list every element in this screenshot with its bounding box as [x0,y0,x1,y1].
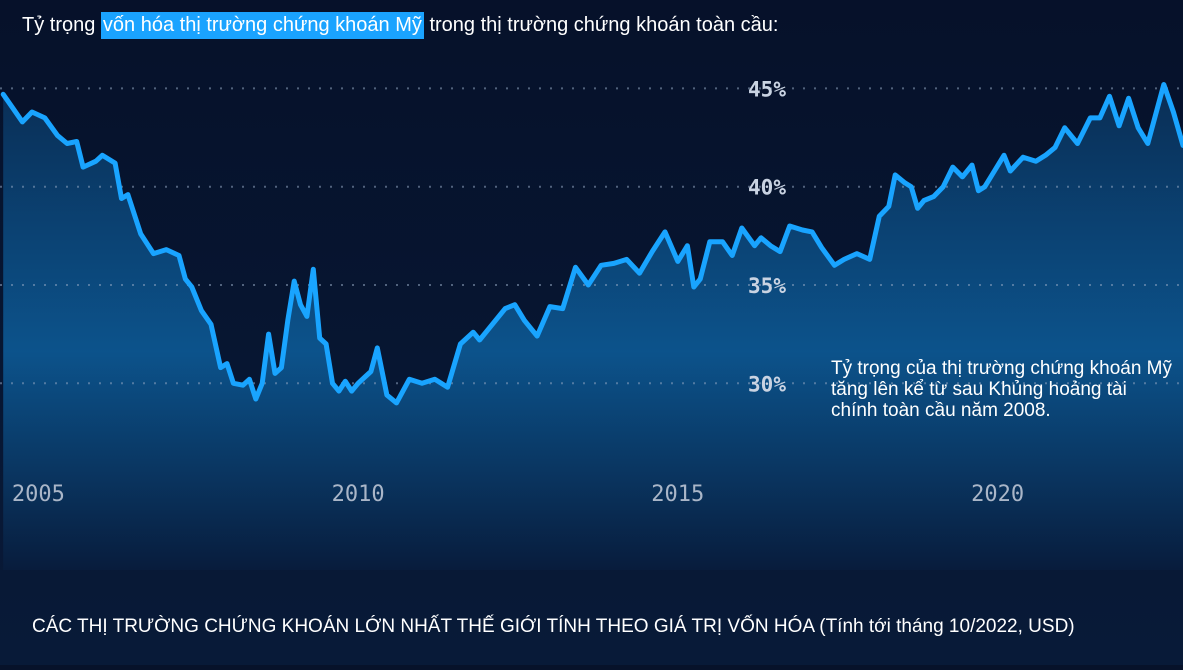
title-suffix: trong thị trường chứng khoán toàn cầu: [423,14,779,36]
x-tick-label-2020: 2020 [971,482,1024,507]
title-prefix: Tỷ trọng [22,14,101,36]
series-area [3,84,1183,570]
next-section-title: CÁC THỊ TRƯỜNG CHỨNG KHOÁN LỚN NHẤT THẾ … [32,616,1075,637]
x-tick-label-2010: 2010 [332,482,385,507]
y-tick-label-45: 45% [748,77,786,101]
y-tick-labels: 30% 35% 40% 45% [748,77,786,396]
chart-title: Tỷ trọng vốn hóa thị trường chứng khoán … [22,12,779,39]
y-tick-label-30: 30% [748,372,786,396]
y-tick-label-35: 35% [748,274,786,298]
series-line [0,82,1183,406]
x-tick-labels: 2005 2010 2015 2020 [12,482,1024,507]
chart-annotation: Tỷ trọng của thị trường chứng khoán Mỹ t… [831,358,1172,421]
title-highlight: vốn hóa thị trường chứng khoán Mỹ [100,12,424,39]
x-tick-label-2005: 2005 [12,482,65,507]
y-tick-label-40: 40% [748,176,786,200]
x-tick-label-2015: 2015 [651,482,704,507]
